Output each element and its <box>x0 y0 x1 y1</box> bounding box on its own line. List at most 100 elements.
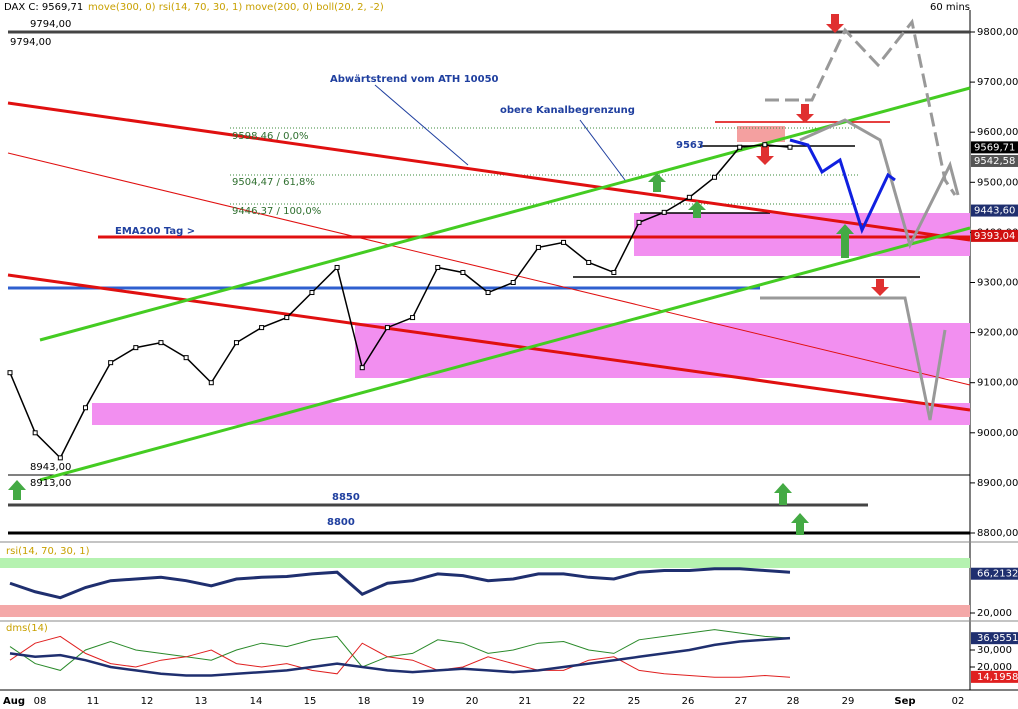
price-line <box>9 143 791 460</box>
x-tick-label: 28 <box>787 696 800 707</box>
y-tick-label: 9200,00 <box>977 328 1018 339</box>
fib-label: 9446,37 / 100,0% <box>232 206 321 217</box>
x-tick-label: 21 <box>519 696 532 707</box>
panel-title: dms(14) <box>6 623 48 634</box>
forecast-path <box>799 118 960 250</box>
dms-plus-line <box>9 629 791 671</box>
pointer <box>579 119 626 181</box>
price-point <box>611 269 617 275</box>
price-point <box>158 340 164 346</box>
channel-line <box>39 86 971 342</box>
price-point <box>586 259 592 265</box>
price-marker-label: 9569,71 <box>974 142 1015 153</box>
price-point <box>133 345 139 351</box>
fib-label: 9504,47 / 61,8% <box>232 177 315 188</box>
price-point <box>460 269 466 275</box>
level-label: 9794,00 <box>10 37 51 48</box>
price-point <box>661 209 667 215</box>
panel-title: rsi(14, 70, 30, 1) <box>6 546 90 557</box>
level-label: 8850 <box>332 492 360 503</box>
annotation: Abwärtstrend vom ATH 10050 <box>330 74 499 85</box>
x-tick-label: 18 <box>358 696 371 707</box>
price-point <box>485 290 491 296</box>
x-tick-label: 29 <box>842 696 855 707</box>
x-tick-label: 22 <box>573 696 586 707</box>
price-marker <box>971 229 1018 242</box>
x-tick-label: 15 <box>304 696 317 707</box>
rsi-marker-label: 20,000 <box>977 608 1012 619</box>
level-label: 8800 <box>327 517 355 528</box>
price-point <box>410 315 416 321</box>
dms-marker <box>971 632 1018 645</box>
dms-marker-label: 30,000 <box>977 645 1012 656</box>
price-point <box>561 239 567 245</box>
up-arrows <box>8 173 854 535</box>
price-marker <box>971 141 1018 154</box>
x-tick-label: 25 <box>628 696 641 707</box>
price-point <box>334 264 340 270</box>
price-point <box>82 405 88 411</box>
x-tick-label: 14 <box>250 696 263 707</box>
x-tick-label: Aug <box>3 696 25 707</box>
price-point <box>208 380 214 386</box>
price-point <box>32 430 38 436</box>
symbol: DAX C: 9569,71 <box>4 2 83 13</box>
y-tick-label: 9300,00 <box>977 278 1018 289</box>
zone <box>634 213 970 256</box>
x-tick-label: 02 <box>952 696 965 707</box>
timeframe: 60 mins <box>930 2 970 13</box>
trend-line <box>7 101 971 242</box>
rsi-band <box>0 605 970 617</box>
adx-line <box>9 636 791 677</box>
price-point <box>7 370 13 376</box>
price-point <box>309 290 315 296</box>
price-point <box>762 142 768 148</box>
x-tick-label: 12 <box>141 696 154 707</box>
price-point <box>233 340 239 346</box>
price-point <box>284 315 290 321</box>
y-tick-label: 9500,00 <box>977 177 1018 188</box>
level-label: 9563 <box>676 140 704 151</box>
x-tick-label: 27 <box>735 696 748 707</box>
level-label: 9794,00 <box>30 19 71 30</box>
x-tick-label: 26 <box>682 696 695 707</box>
x-tick-label: Sep <box>894 696 915 707</box>
rsi-line <box>9 567 791 600</box>
annotation: EMA200 Tag > <box>115 226 195 237</box>
price-point <box>57 455 63 461</box>
x-tick-label: 11 <box>87 696 100 707</box>
price-point <box>737 144 743 150</box>
y-tick-label: 9600,00 <box>977 127 1018 138</box>
price-marker <box>971 154 1018 167</box>
trend-line <box>7 273 971 412</box>
y-tick-label: 8800,00 <box>977 528 1018 539</box>
price-point <box>435 264 441 270</box>
x-tick-label: 08 <box>34 696 47 707</box>
price-marker-label: 9443,60 <box>974 206 1015 217</box>
price-point <box>686 194 692 200</box>
annotation: obere Kanalbegrenzung <box>500 105 635 116</box>
y-tick-label: 8900,00 <box>977 478 1018 489</box>
y-tick-label: 9000,00 <box>977 428 1018 439</box>
price-marker-label: 9393,04 <box>974 231 1015 242</box>
price-point <box>384 325 390 331</box>
y-tick-label: 9800,00 <box>977 27 1018 38</box>
price-point <box>510 280 516 285</box>
indicators: move(300, 0) rsi(14, 70, 30, 1) move(200… <box>88 2 384 13</box>
y-tick-label: 9100,00 <box>977 378 1018 389</box>
price-point <box>359 365 365 371</box>
zone <box>355 323 970 378</box>
x-tick-label: 13 <box>195 696 208 707</box>
dms-marker-label: 14,1958 <box>977 672 1018 683</box>
y-tick-label: 9700,00 <box>977 77 1018 88</box>
rsi-band <box>0 558 970 568</box>
price-point <box>259 325 265 331</box>
dms-minus-line <box>9 635 791 678</box>
zone <box>737 126 785 142</box>
rsi-marker <box>971 567 1018 580</box>
forecast-path <box>760 296 947 421</box>
price-marker-label: 9542,58 <box>974 156 1015 167</box>
forecast-path <box>765 18 957 196</box>
